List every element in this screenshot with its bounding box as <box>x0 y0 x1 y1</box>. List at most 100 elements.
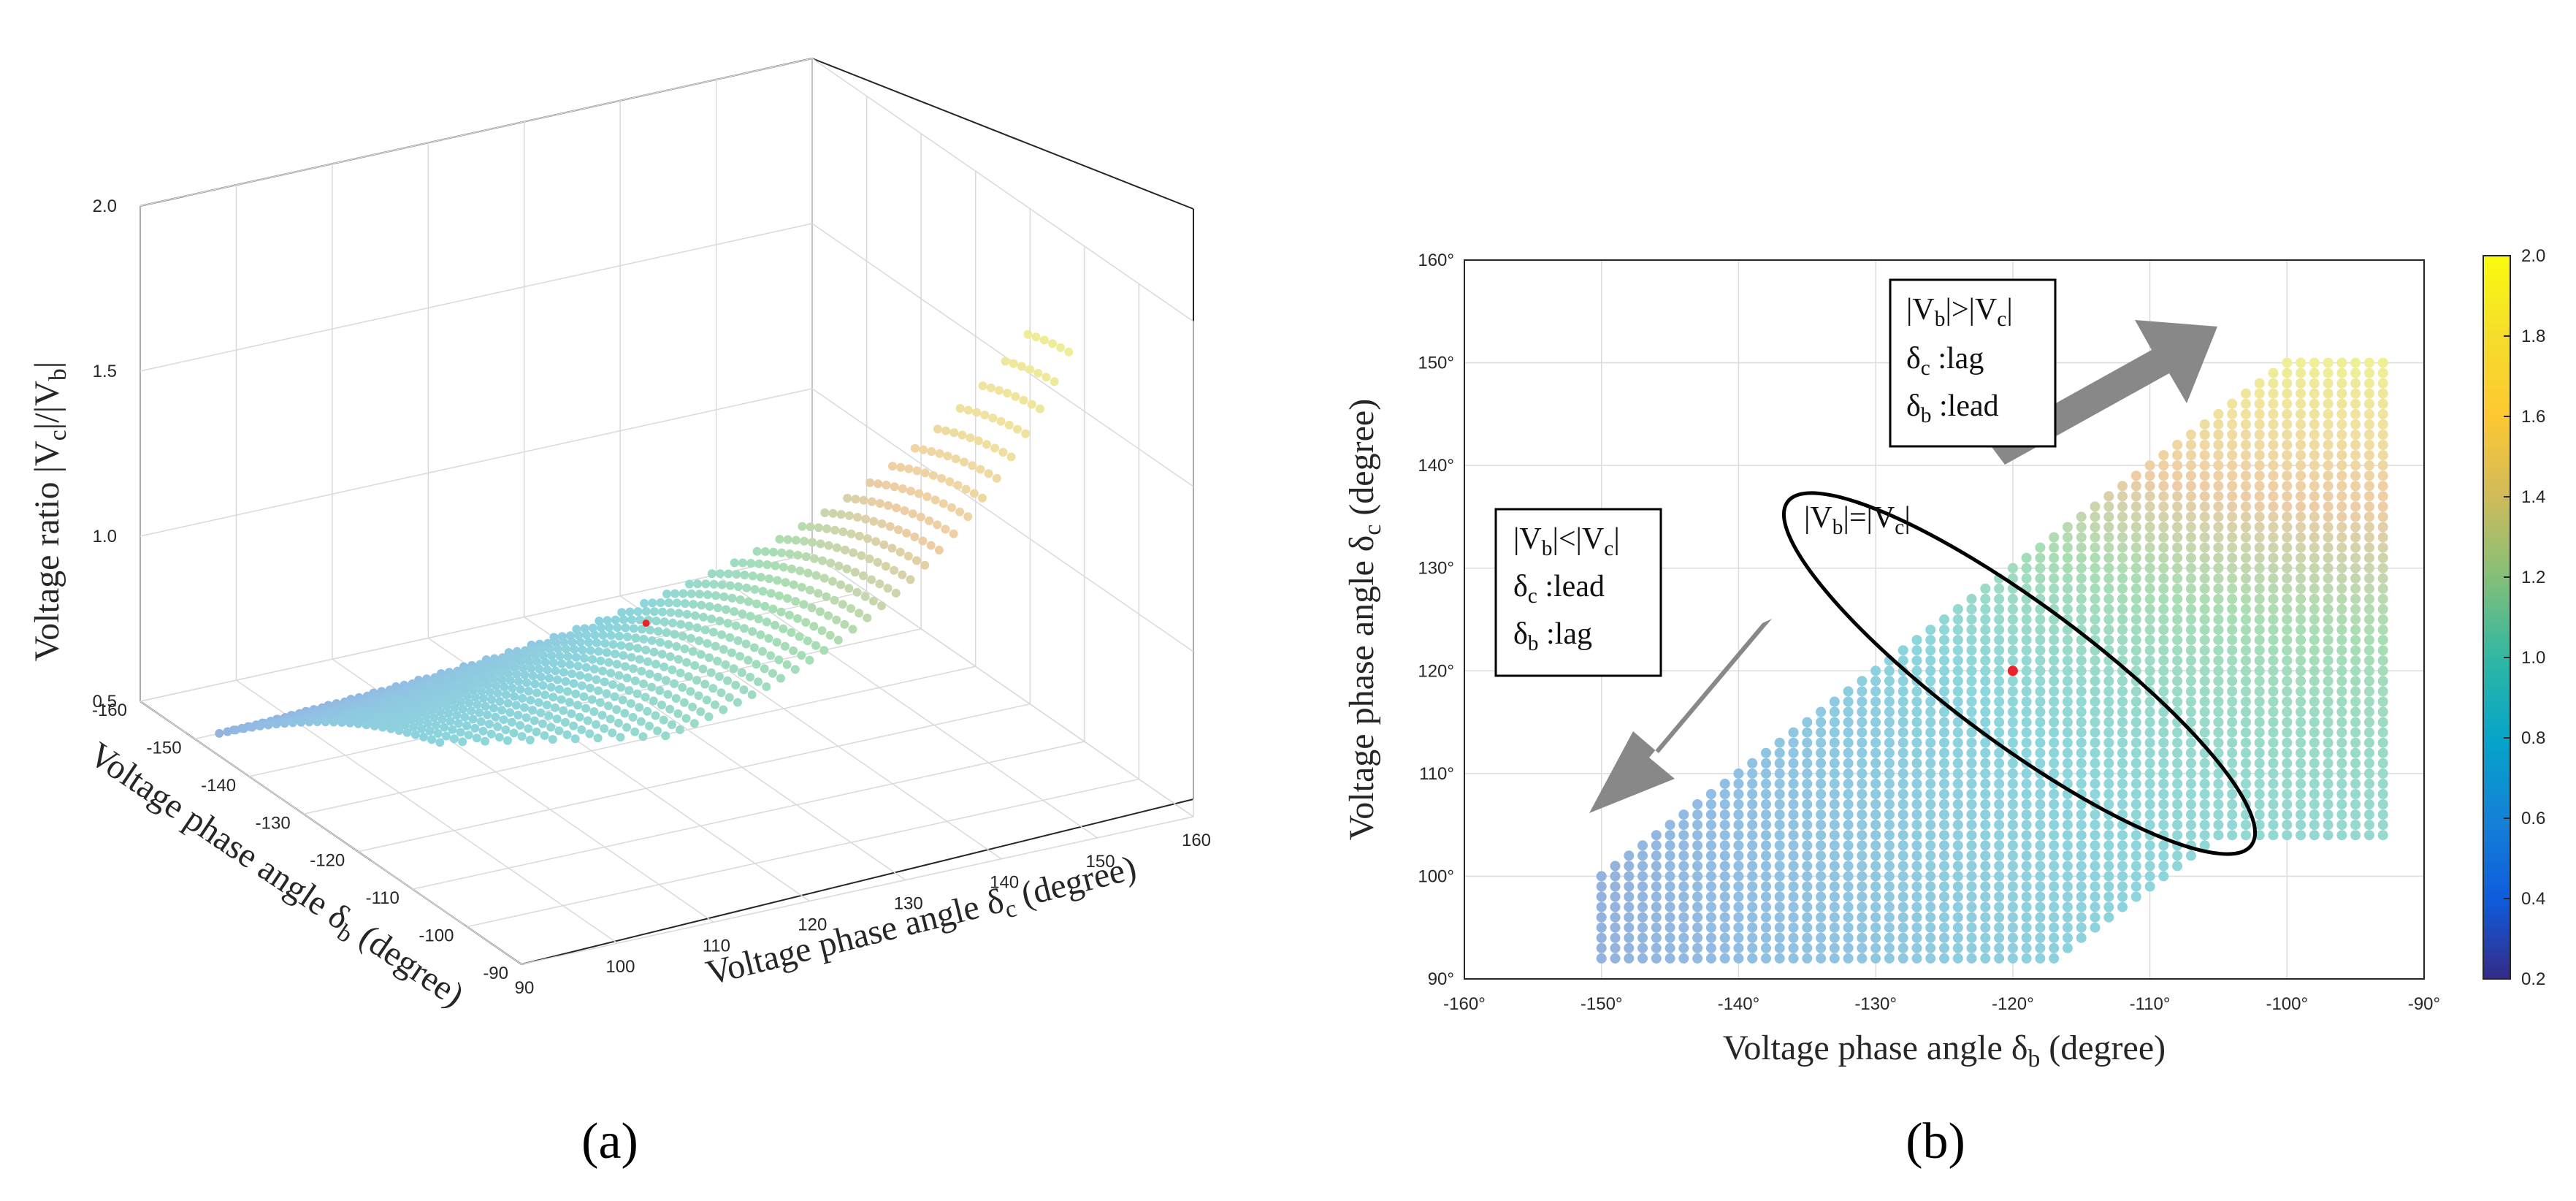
scatter-point <box>1802 932 1813 943</box>
scatter-point <box>2185 830 2196 841</box>
scatter-point <box>1952 912 1963 923</box>
scatter-point <box>1966 696 1977 707</box>
scatter-point <box>2377 419 2388 430</box>
scatter-point <box>2021 686 2032 697</box>
scatter-point <box>2062 747 2073 758</box>
scatter-point <box>2268 686 2279 697</box>
surface-point <box>760 664 769 674</box>
surface-point <box>914 489 924 498</box>
scatter-point <box>1980 932 1991 943</box>
scatter-point <box>1719 881 1730 892</box>
scatter-point <box>2363 778 2374 789</box>
scatter-point <box>2350 778 2361 789</box>
scatter-point <box>1939 614 1949 625</box>
colorbar-tick-label: 0.4 <box>2521 889 2545 909</box>
surface-point <box>735 652 745 661</box>
scatter-point <box>2007 799 2018 809</box>
surface-point <box>440 722 449 732</box>
scatter-point <box>1925 727 1936 738</box>
scatter-point <box>1596 932 1607 943</box>
scatter-point <box>2158 563 2169 573</box>
scatter-point <box>1897 840 1908 851</box>
scatter-point <box>2199 470 2210 481</box>
scatter-point <box>2172 758 2183 769</box>
surface-point <box>516 685 525 694</box>
scatter-point <box>1994 655 2005 666</box>
scatter-point <box>2007 758 2018 769</box>
scatter-point <box>2103 501 2114 512</box>
scatter-point <box>2158 789 2169 799</box>
scatter-point <box>2323 398 2334 409</box>
scatter-point <box>2363 737 2374 748</box>
scatter-point <box>2172 768 2183 779</box>
surface-point <box>782 660 792 669</box>
scatter-point <box>2076 676 2087 687</box>
scatter-point <box>1870 789 1881 799</box>
scatter-point <box>2282 676 2293 687</box>
scatter-point <box>1925 932 1936 943</box>
scatter-point <box>2021 603 2032 614</box>
surface-point <box>636 717 646 726</box>
scatter-point <box>2130 778 2141 789</box>
scatter-point <box>2062 881 2073 892</box>
scatter-point <box>1733 953 1744 964</box>
scatter-point <box>2049 706 2060 717</box>
scatter-point <box>1980 655 1991 666</box>
scatter-point <box>1747 912 1758 923</box>
surface-point <box>719 644 728 654</box>
surface-point <box>497 675 507 685</box>
scatter-point <box>1596 942 1607 953</box>
panel-b-y-axis-label: Voltage phase angle δc (degree) <box>1342 399 1386 840</box>
scatter-point <box>2323 430 2334 440</box>
surface-point <box>410 730 420 739</box>
scatter-point <box>1747 881 1758 892</box>
surface-point <box>557 659 567 668</box>
annotation-line: |Vb|>|Vc| <box>1906 293 2013 331</box>
surface-point <box>657 649 667 659</box>
scatter-point <box>2103 737 2114 748</box>
scatter-point <box>2296 573 2306 584</box>
scatter-point <box>1897 820 1908 831</box>
scatter-point <box>2254 666 2265 676</box>
scatter-point <box>1843 737 1854 748</box>
scatter-point <box>2336 542 2347 553</box>
surface-point <box>386 724 396 733</box>
scatter-point <box>1966 625 1977 636</box>
scatter-point <box>1857 850 1868 861</box>
surface-point <box>724 569 733 579</box>
scatter-point <box>2323 809 2334 820</box>
surface-point <box>769 547 778 557</box>
scatter-point <box>1911 696 1922 707</box>
scatter-point <box>2377 460 2388 471</box>
scatter-point <box>2117 491 2128 502</box>
scatter-point <box>2130 789 2141 799</box>
scatter-point <box>1705 891 1716 902</box>
scatter-point <box>2241 563 2251 573</box>
scatter-point <box>2199 460 2210 471</box>
scatter-point <box>2296 809 2306 820</box>
scatter-point <box>1733 778 1744 789</box>
surface-point <box>481 736 490 746</box>
scatter-point <box>1884 737 1895 748</box>
scatter-point <box>2363 717 2374 728</box>
scatter-point <box>2350 666 2361 676</box>
scatter-point <box>1733 840 1744 851</box>
scatter-point <box>2377 625 2388 636</box>
surface-point <box>822 524 831 533</box>
surface-point <box>458 737 467 747</box>
scatter-point <box>1980 593 1991 604</box>
scatter-point <box>1939 881 1949 892</box>
scatter-point <box>2035 717 2046 728</box>
surface-point <box>814 589 823 598</box>
scatter-point <box>2172 686 2183 697</box>
scatter-point <box>1911 737 1922 748</box>
scatter-point <box>2296 614 2306 625</box>
scatter-point <box>1994 861 2005 872</box>
scatter-point <box>2323 573 2334 584</box>
scatter-point <box>2227 625 2238 636</box>
surface-point <box>419 732 428 741</box>
panel-a-tick-labels: 0.51.01.52.0-160-150-140-130-120-110-100… <box>92 197 1211 998</box>
scatter-point <box>2090 912 2101 923</box>
scatter-point <box>1747 820 1758 831</box>
scatter-point <box>1857 891 1868 902</box>
